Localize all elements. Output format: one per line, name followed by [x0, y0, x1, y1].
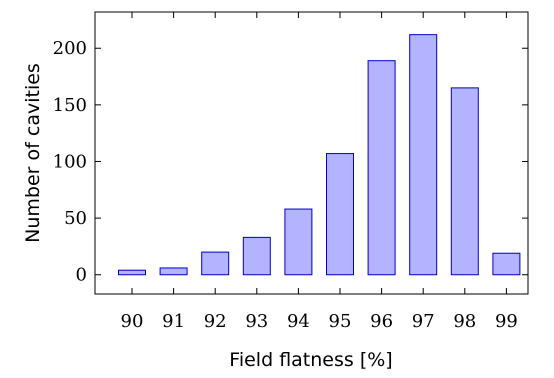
y-tick-label: 150: [53, 95, 87, 116]
plot-area-frame: [94, 11, 529, 295]
bar-98: [450, 87, 479, 276]
bar-92: [201, 251, 230, 276]
x-axis-ticks: 90 91 92 93 94 95 96 97 98 99: [121, 12, 518, 332]
x-tick-label: 99: [495, 311, 518, 332]
x-tick-label: 92: [204, 311, 227, 332]
bar-99: [492, 252, 521, 276]
x-tick-label: 97: [412, 311, 435, 332]
bar-90: [118, 269, 146, 276]
bar-91: [159, 267, 188, 276]
x-tick-label: 93: [245, 311, 268, 332]
x-tick-label: 94: [287, 311, 310, 332]
bar-95: [326, 153, 354, 276]
y-tick-label: 100: [53, 151, 87, 172]
bar-97: [409, 34, 438, 276]
x-tick-label: 90: [121, 311, 144, 332]
x-tick-label: 91: [162, 311, 185, 332]
bar-96: [367, 60, 396, 276]
x-tick-label: 96: [370, 311, 393, 332]
bar-94: [284, 208, 313, 276]
x-axis-label: Field flatness [%]: [229, 349, 392, 371]
x-tick-label: 95: [329, 311, 352, 332]
bar-series: [118, 34, 521, 276]
y-tick-label: 200: [53, 38, 87, 59]
y-axis-ticks: 0 50 100 150 200: [53, 38, 528, 286]
y-tick-label: 0: [76, 265, 87, 286]
x-tick-label: 98: [453, 311, 476, 332]
y-axis-label: Number of cavities: [22, 63, 44, 243]
y-tick-label: 50: [64, 208, 87, 229]
bar-93: [242, 236, 271, 276]
